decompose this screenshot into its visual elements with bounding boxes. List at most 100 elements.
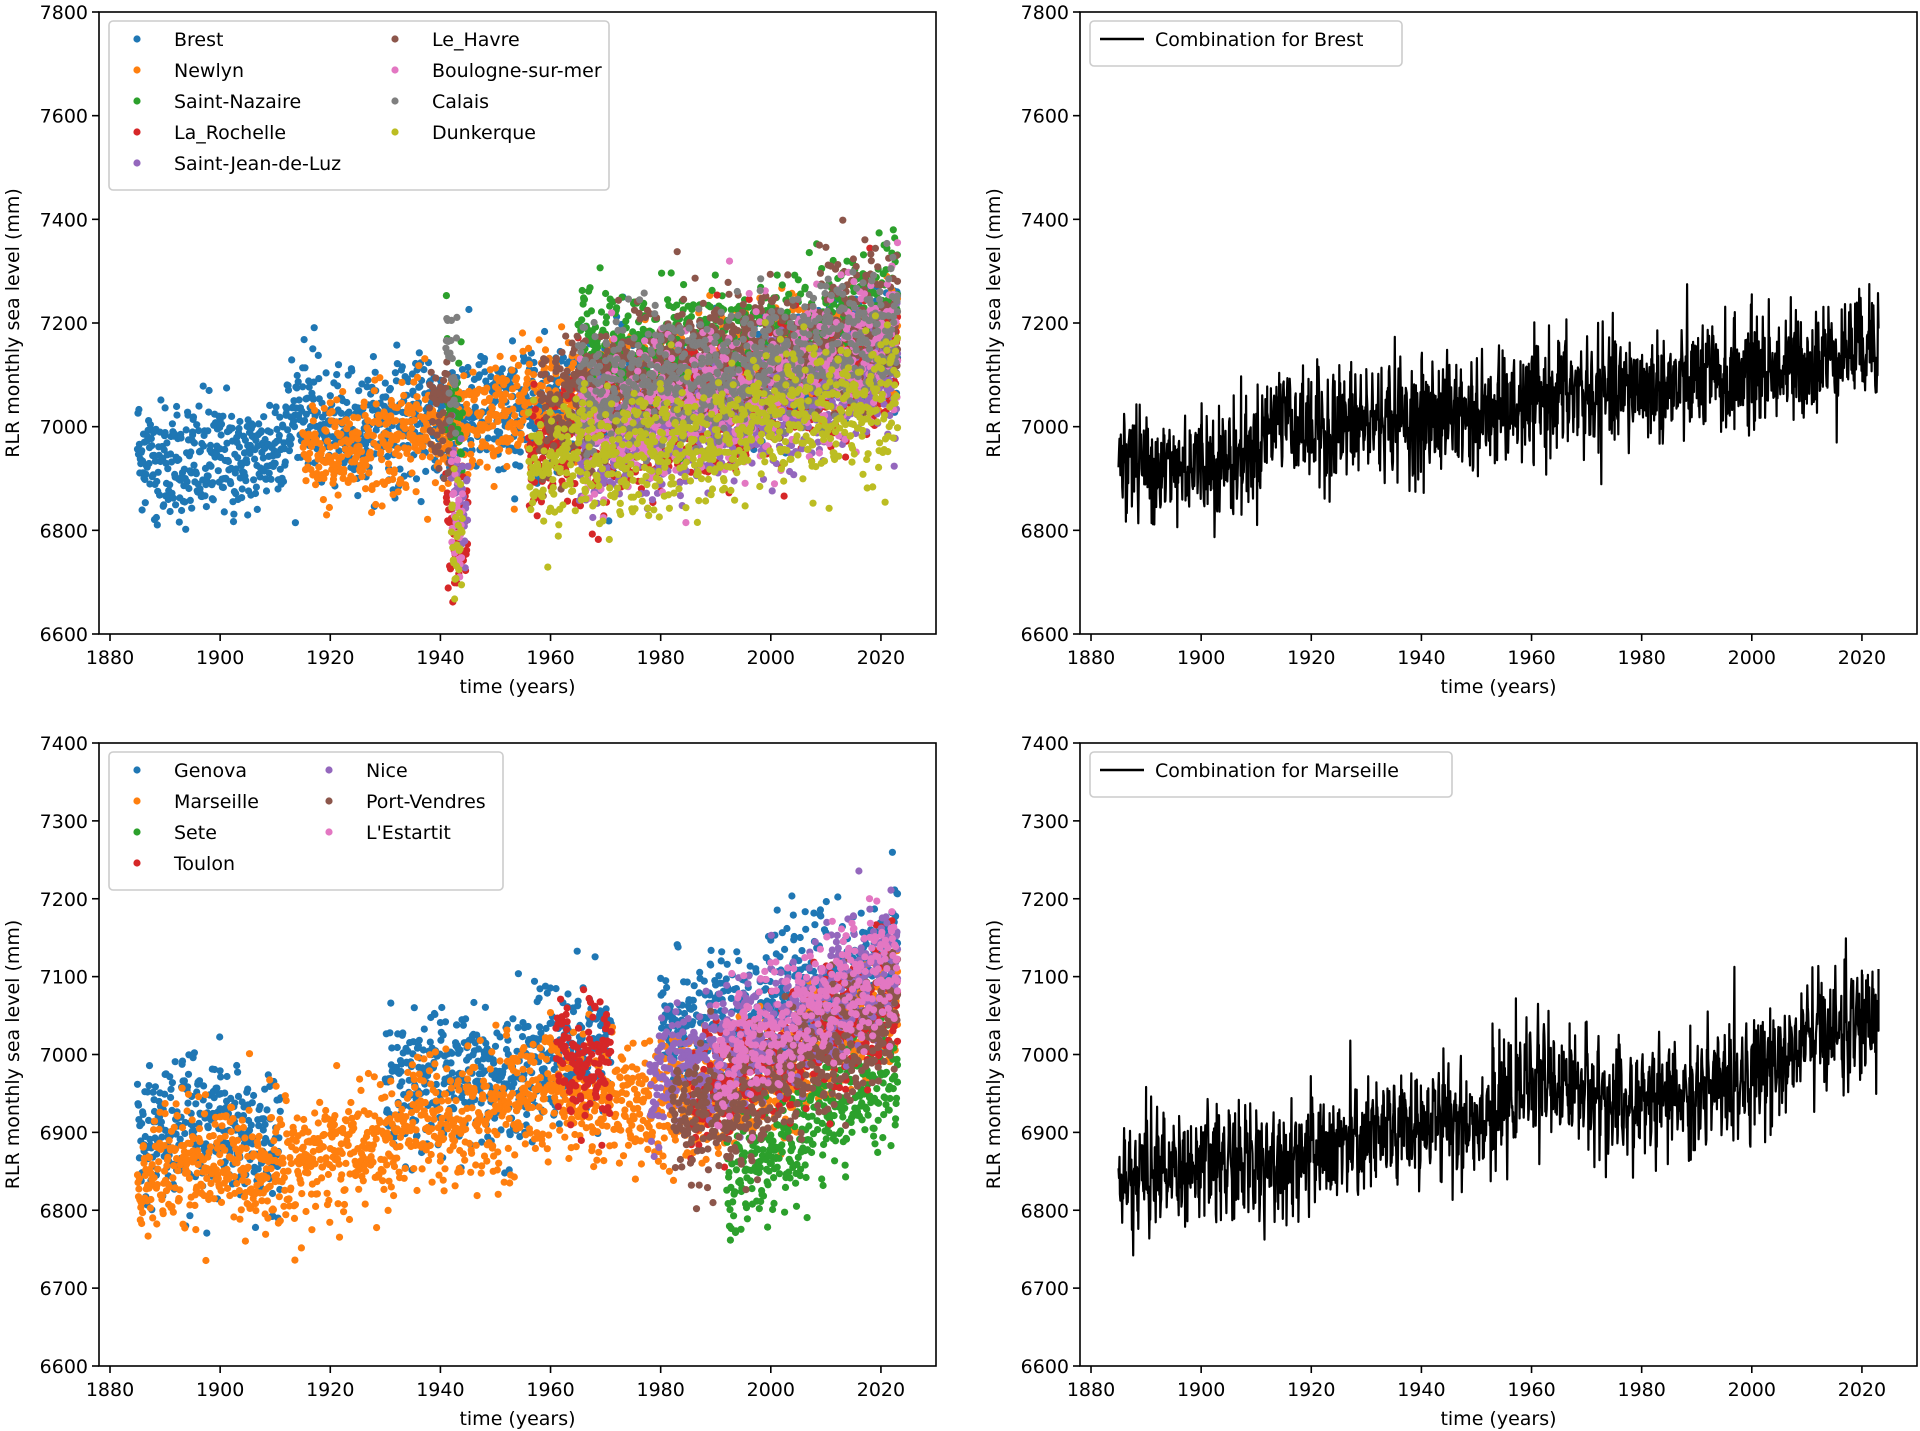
data-point: [382, 393, 390, 401]
data-point: [293, 371, 301, 380]
data-point: [508, 337, 517, 345]
data-point: [475, 371, 483, 379]
data-point: [279, 477, 288, 486]
data-point: [333, 371, 341, 379]
data-point: [322, 369, 330, 377]
data-point: [415, 405, 423, 413]
data-point: [624, 312, 632, 320]
data-point: [338, 453, 346, 461]
data-point: [444, 584, 452, 592]
data-point: [229, 518, 238, 526]
data-point: [332, 442, 340, 450]
data-point: [232, 465, 240, 473]
data-point: [320, 474, 328, 482]
data-point: [275, 431, 283, 439]
data-point: [325, 503, 333, 512]
data-point: [271, 409, 279, 417]
data-point: [491, 397, 500, 405]
data-point: [578, 286, 586, 295]
data-point: [465, 305, 473, 314]
data-point: [209, 496, 217, 504]
data-point: [164, 465, 172, 473]
data-point: [369, 353, 377, 361]
data-point: [177, 434, 185, 442]
data-point: [469, 368, 477, 376]
data-point: [355, 442, 363, 450]
data-point: [416, 383, 424, 391]
data-point: [642, 489, 651, 497]
data-point: [676, 479, 684, 487]
data-point: [301, 417, 309, 425]
data-point: [328, 407, 336, 416]
data-point: [531, 405, 540, 413]
data-point: [369, 432, 377, 440]
data-point: [322, 427, 330, 435]
data-point: [442, 292, 450, 300]
data-point: [230, 510, 238, 518]
data-point: [224, 457, 232, 466]
data-point: [162, 459, 170, 467]
data-point: [301, 364, 309, 372]
data-point: [312, 481, 320, 489]
data-point: [249, 421, 257, 430]
data-point: [467, 440, 475, 449]
data-point: [217, 420, 226, 428]
data-point: [175, 455, 183, 464]
data-point: [156, 491, 164, 499]
data-point: [145, 459, 153, 468]
data-point: [483, 384, 491, 392]
data-point: [605, 517, 613, 525]
data-point: [477, 409, 485, 417]
data-point: [578, 316, 586, 324]
data-point: [444, 479, 452, 487]
data-point: [487, 373, 495, 381]
data-point: [190, 461, 198, 469]
data-point: [306, 449, 314, 457]
data-point: [400, 391, 408, 400]
data-point: [309, 345, 317, 353]
data-point: [372, 400, 380, 408]
data-point: [260, 413, 268, 421]
data-point: [404, 445, 412, 453]
data-point: [251, 455, 259, 463]
data-point: [262, 475, 270, 483]
data-point: [594, 343, 602, 351]
data-point: [193, 421, 201, 429]
data-point: [480, 355, 489, 363]
data-point: [157, 396, 165, 404]
data-point: [408, 409, 416, 417]
data-point: [223, 384, 231, 392]
data-point: [315, 463, 323, 471]
data-point: [505, 447, 513, 455]
data-point: [500, 396, 508, 404]
data-point: [395, 452, 403, 460]
data-point: [161, 404, 169, 412]
data-point: [302, 410, 310, 418]
data-point: [340, 465, 348, 474]
data-point: [348, 367, 356, 375]
data-point: [302, 477, 310, 485]
data-point: [393, 404, 401, 412]
data-point: [167, 458, 176, 466]
data-point: [151, 457, 159, 465]
data-point: [371, 368, 379, 376]
data-point: [588, 530, 596, 538]
data-point: [178, 506, 186, 515]
data-point: [658, 269, 666, 277]
data-point: [460, 372, 468, 380]
data-point: [483, 463, 491, 471]
data-point: [488, 404, 496, 412]
data-point: [463, 546, 471, 554]
plot-area: [133, 216, 902, 606]
data-point: [266, 428, 274, 436]
data-point: [192, 470, 200, 478]
data-point: [273, 425, 281, 433]
data-point: [147, 435, 155, 443]
data-point: [394, 445, 402, 453]
data-point: [393, 436, 401, 444]
data-point: [223, 439, 231, 447]
data-point: [481, 368, 489, 376]
data-point: [476, 458, 484, 466]
data-point: [283, 405, 291, 413]
data-point: [509, 405, 517, 413]
